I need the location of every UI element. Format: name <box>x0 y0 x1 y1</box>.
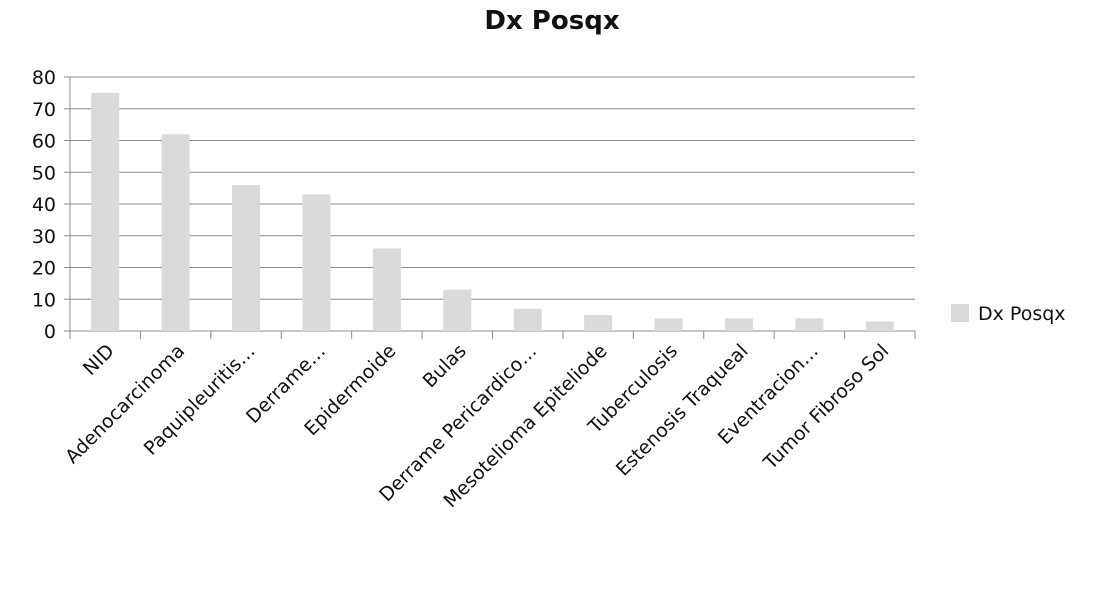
bar <box>373 248 401 331</box>
bar <box>655 318 683 331</box>
x-category-label: Tumor Fibroso Sol <box>759 340 893 474</box>
legend-swatch <box>951 304 969 322</box>
y-tick-label: 60 <box>32 131 56 153</box>
bar <box>725 318 753 331</box>
bar <box>584 315 612 331</box>
bar <box>866 321 894 331</box>
y-tick-label: 80 <box>32 67 56 89</box>
x-category-label: NID <box>79 340 119 380</box>
y-tick-label: 30 <box>32 226 56 248</box>
bar <box>91 93 119 331</box>
y-tick-label: 50 <box>32 162 56 184</box>
bar <box>795 318 823 331</box>
y-tick-label: 10 <box>32 289 56 311</box>
x-category-label: Adenocarcinoma <box>61 340 189 468</box>
bar <box>443 290 471 331</box>
y-tick-label: 40 <box>32 194 56 216</box>
y-tick-label: 0 <box>44 321 56 343</box>
y-tick-label: 70 <box>32 99 56 121</box>
bar <box>302 194 330 331</box>
bar <box>162 134 190 331</box>
x-category-label: Estenosis Traqueal <box>612 340 753 481</box>
x-category-label: Bulas <box>419 340 471 392</box>
legend-label: Dx Posqx <box>978 303 1066 325</box>
bar <box>514 309 542 331</box>
y-tick-label: 20 <box>32 258 56 280</box>
bar <box>232 185 260 331</box>
